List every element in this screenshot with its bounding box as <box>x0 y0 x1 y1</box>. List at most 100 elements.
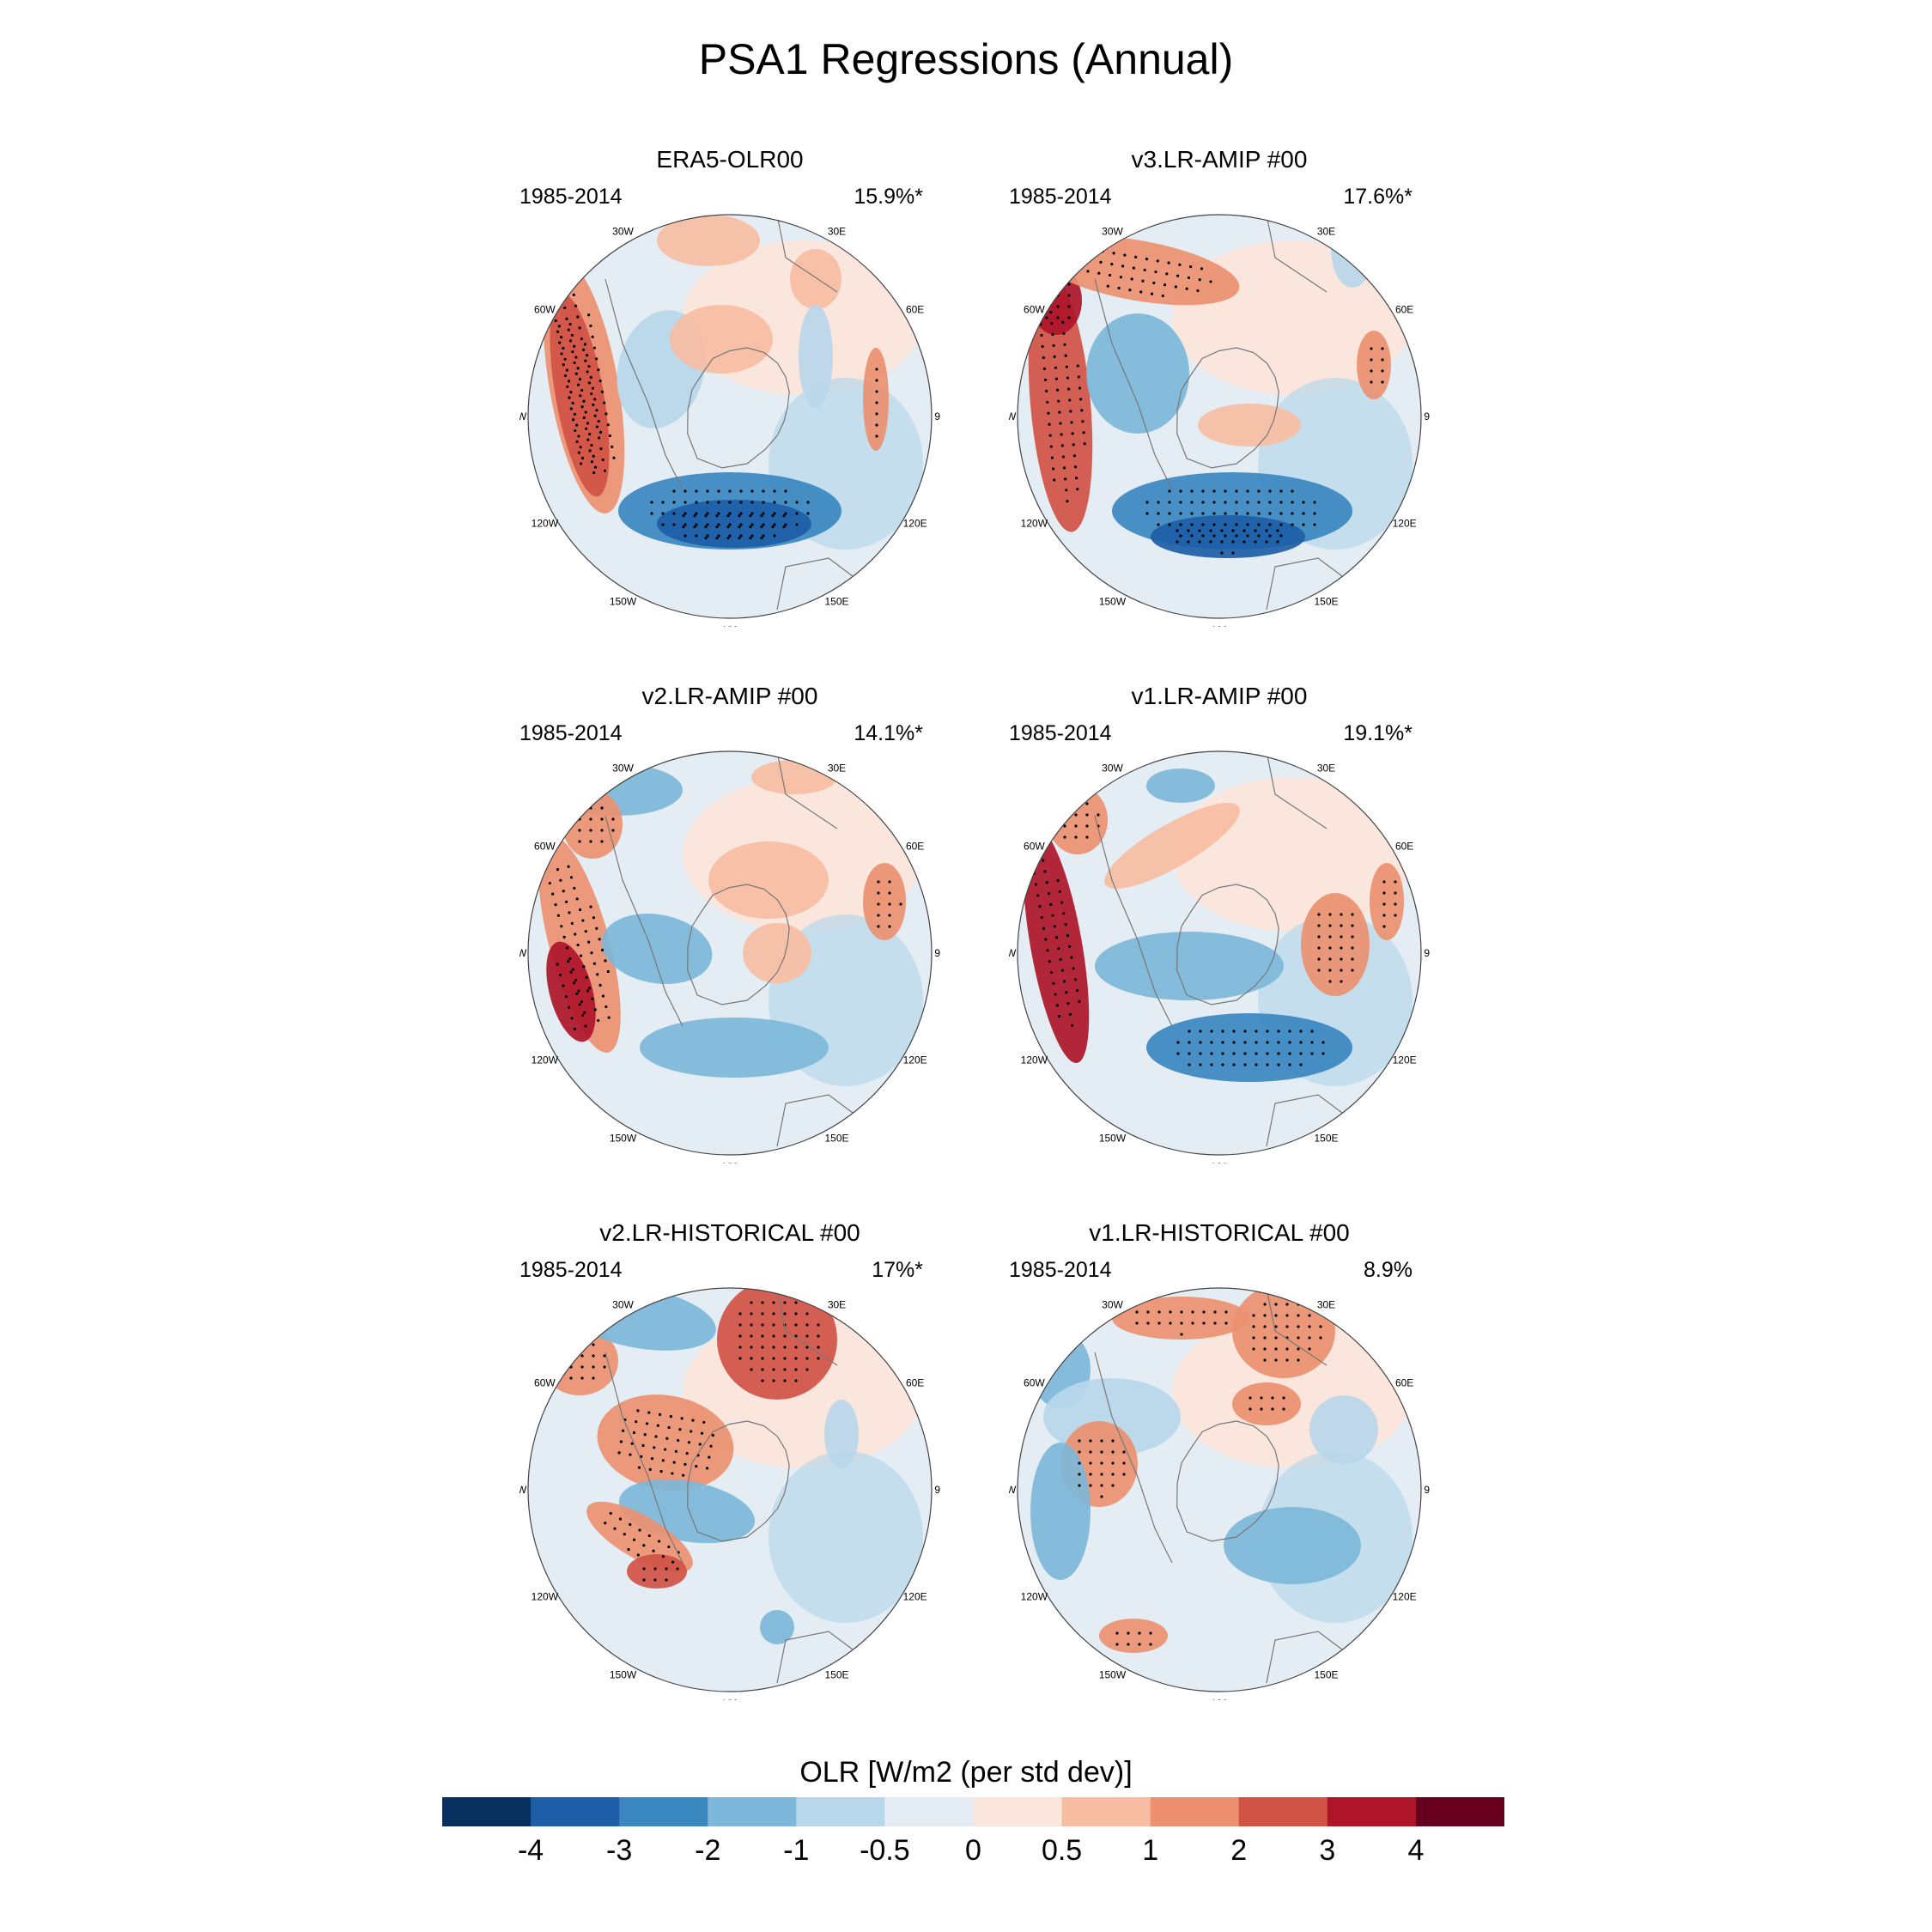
panel-title: v2.LR-HISTORICAL #00 <box>599 1219 860 1246</box>
polar-map: 0 30E 60E 90E 120E 150E 180 150W 120W 90W 60W 30W <box>519 743 940 1163</box>
significance-dot <box>1255 1030 1258 1033</box>
significance-dot <box>1199 1030 1202 1033</box>
significance-dot <box>654 1435 658 1438</box>
significance-dot <box>1351 924 1354 927</box>
significance-dot <box>580 1376 584 1380</box>
significance-dot <box>1074 835 1078 839</box>
significance-dot <box>567 865 570 868</box>
significance-dot <box>726 526 730 529</box>
significance-dot <box>1190 489 1194 493</box>
significance-dot <box>558 1343 562 1346</box>
colorbar-tick-label: 1 <box>1142 1834 1159 1867</box>
significance-dot <box>761 1334 764 1338</box>
significance-dot <box>1288 1052 1291 1055</box>
significance-dot <box>1064 923 1067 927</box>
longitude-label: 0 <box>1217 743 1223 745</box>
significance-dot <box>1202 1321 1206 1325</box>
significance-dot <box>875 390 878 393</box>
significance-dot <box>1068 398 1072 402</box>
significance-dot <box>1263 1303 1267 1306</box>
colorbar-tick-label: 0.5 <box>1041 1834 1083 1867</box>
significance-dot <box>1196 289 1200 293</box>
significance-dot <box>632 1431 636 1435</box>
significance-dot <box>1220 540 1224 544</box>
significance-dot <box>669 1415 672 1419</box>
significance-dot <box>783 1368 787 1371</box>
significance-dot <box>1048 434 1052 437</box>
significance-dot <box>1199 1052 1202 1055</box>
significance-dot <box>1317 969 1321 972</box>
colorbar-tick-label: -2 <box>695 1834 721 1867</box>
significance-dot <box>1268 501 1272 504</box>
significance-dot <box>1317 924 1321 927</box>
significance-dot <box>1224 1321 1228 1325</box>
significance-dot <box>601 458 605 462</box>
significance-dot <box>593 414 597 417</box>
significance-dot <box>1201 489 1205 493</box>
anomaly-region <box>824 1400 859 1468</box>
significance-dot <box>667 1545 671 1549</box>
longitude-label: 180 <box>721 1161 738 1163</box>
significance-dot <box>1063 802 1066 805</box>
significance-dot <box>783 1379 787 1382</box>
significance-dot <box>576 383 580 386</box>
significance-dot <box>568 396 571 399</box>
significance-dot <box>1055 1004 1059 1007</box>
significance-dot <box>586 370 589 374</box>
significance-dot <box>683 489 687 493</box>
significance-dot <box>1394 891 1397 895</box>
significance-dot <box>569 407 573 410</box>
significance-dot <box>1080 409 1084 412</box>
significance-dot <box>680 1417 683 1420</box>
significance-dot <box>1115 1643 1119 1646</box>
significance-dot <box>1277 1063 1280 1066</box>
significance-dot <box>571 350 574 354</box>
significance-dot <box>1036 894 1040 897</box>
significance-dot <box>1382 891 1386 895</box>
significance-dot <box>704 514 708 518</box>
significance-dot <box>563 306 567 310</box>
significance-dot <box>1243 1030 1247 1033</box>
significance-dot <box>1246 501 1249 504</box>
significance-dot <box>1042 367 1046 371</box>
significance-dot <box>1313 501 1316 504</box>
significance-dot <box>586 422 590 425</box>
significance-dot <box>1063 835 1066 839</box>
significance-dot <box>783 1346 787 1349</box>
significance-dot <box>1038 905 1042 908</box>
significance-dot <box>817 1334 820 1338</box>
significance-dot <box>1089 1473 1092 1476</box>
significance-dot <box>1071 432 1074 435</box>
significance-dot <box>899 902 902 906</box>
significance-dot <box>772 1368 775 1371</box>
anomaly-region <box>769 1451 923 1623</box>
significance-dot <box>700 1431 704 1435</box>
significance-dot <box>580 1365 584 1369</box>
significance-dot <box>1169 1310 1172 1314</box>
significance-dot <box>578 829 581 832</box>
significance-dot <box>619 1440 623 1443</box>
significance-dot <box>1265 529 1268 532</box>
significance-dot <box>1319 1325 1322 1328</box>
significance-dot <box>1064 354 1067 357</box>
significance-dot <box>1187 276 1191 280</box>
significance-dot <box>1201 501 1205 504</box>
significance-dot <box>1209 529 1212 532</box>
significance-dot <box>1255 1063 1258 1066</box>
colorbar-tick-label: -1 <box>783 1834 810 1867</box>
significance-dot <box>635 1420 638 1424</box>
significance-dot <box>682 1473 685 1477</box>
significance-dot <box>1188 1063 1191 1066</box>
longitude-label: 90E <box>934 1484 940 1496</box>
significance-dot <box>590 460 593 464</box>
significance-dot <box>1260 1407 1263 1411</box>
significance-dot <box>636 1553 640 1557</box>
significance-dot <box>1050 456 1054 459</box>
significance-dot <box>1299 1063 1303 1066</box>
significance-dot <box>604 959 607 963</box>
significance-dot <box>695 489 698 493</box>
longitude-label: 0 <box>1217 1279 1223 1282</box>
significance-dot <box>1242 529 1246 532</box>
significance-dot <box>682 514 685 518</box>
significance-dot <box>773 523 776 526</box>
